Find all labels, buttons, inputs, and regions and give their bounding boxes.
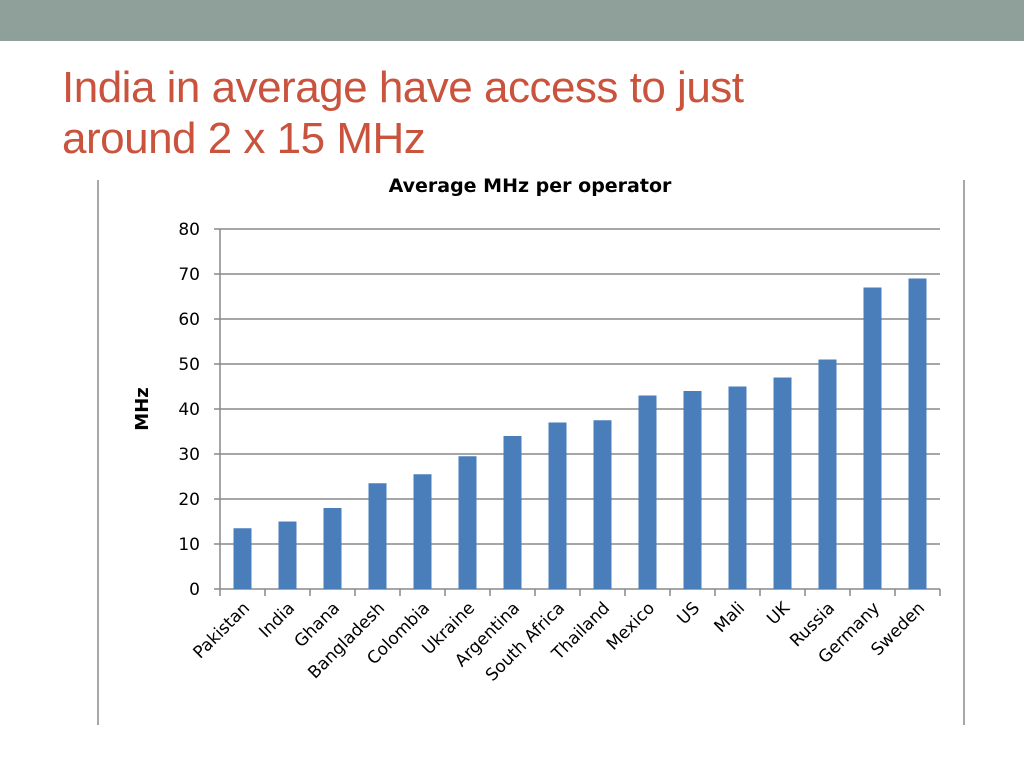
- bar-ukraine: [458, 456, 477, 589]
- bar-thailand: [593, 420, 612, 589]
- chart-frame-right: [963, 180, 965, 725]
- x-tick-label: Mali: [710, 598, 749, 637]
- y-tick-label: 70: [178, 265, 200, 285]
- y-tick-label: 40: [178, 400, 200, 420]
- bar-south-africa: [548, 422, 567, 589]
- chart-frame-left: [97, 180, 99, 725]
- bar-mexico: [638, 395, 657, 589]
- bar-argentina: [503, 436, 522, 589]
- bar-sweden: [908, 278, 927, 589]
- bar-colombia: [413, 474, 432, 589]
- bar-russia: [818, 359, 837, 589]
- y-tick-labels: 0 10 20 30 40 50 60 70 80: [178, 220, 200, 600]
- slide-title: India in average have access to just aro…: [62, 62, 962, 164]
- x-tick-label: Pakistan: [190, 598, 254, 662]
- y-tick-label: 50: [178, 355, 200, 375]
- y-tick-label: 10: [178, 535, 200, 555]
- x-tick-label: UK: [763, 598, 794, 629]
- x-tick-label: US: [673, 598, 704, 629]
- bar-pakistan: [233, 528, 252, 589]
- bar-india: [278, 521, 297, 589]
- x-tick-labels: Pakistan IndiaGhanaBangladeshColombiaUkra…: [190, 598, 929, 686]
- bar-bangladesh: [368, 483, 387, 589]
- slide-title-line-2: around 2 x 15 MHz: [62, 114, 426, 163]
- y-tick-label: 0: [189, 580, 200, 600]
- bars: [233, 278, 927, 589]
- chart-title: Average MHz per operator: [389, 175, 672, 197]
- bar-uk: [773, 377, 792, 589]
- x-tick-label: Mexico: [603, 598, 659, 654]
- bar-ghana: [323, 508, 342, 589]
- y-tick-label: 30: [178, 445, 200, 465]
- bar-germany: [863, 287, 882, 589]
- y-axis-label: MHz: [132, 387, 153, 430]
- bar-mali: [728, 386, 747, 589]
- y-tick-label: 80: [178, 220, 200, 240]
- bar-us: [683, 391, 702, 589]
- y-tick-label: 20: [178, 490, 200, 510]
- top-accent-bar: [0, 0, 1024, 41]
- slide-title-line-1: India in average have access to just: [62, 63, 744, 112]
- y-tick-label: 60: [178, 310, 200, 330]
